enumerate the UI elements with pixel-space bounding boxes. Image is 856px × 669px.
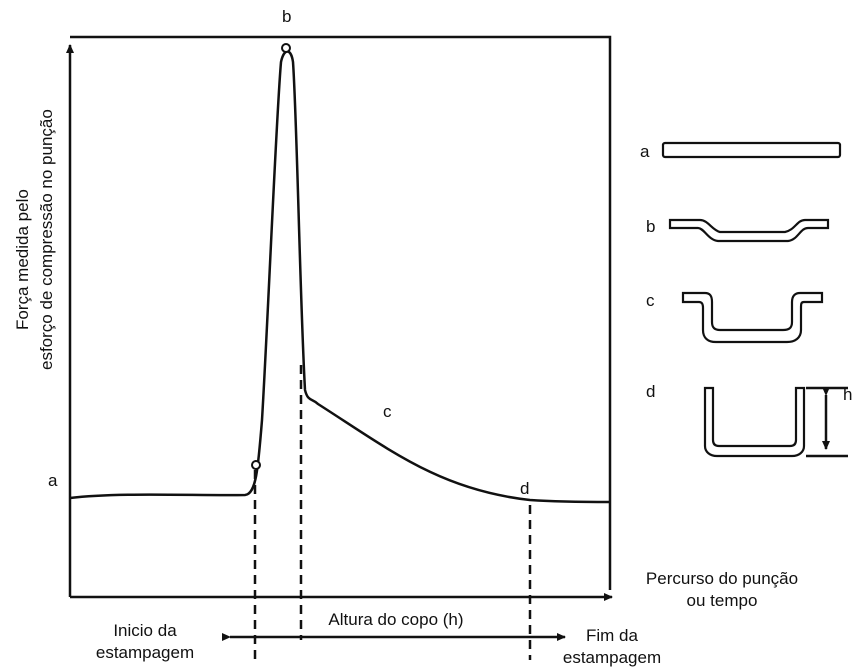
curve-label: c bbox=[383, 402, 392, 421]
dimension-label: h bbox=[843, 385, 852, 404]
stage-label: c bbox=[646, 291, 655, 310]
end-label: estampagem bbox=[563, 648, 661, 667]
frame bbox=[70, 35, 612, 590]
stage-label: d bbox=[646, 382, 655, 401]
curve-label: b bbox=[282, 7, 291, 26]
y-axis-label: Força medida pelo esforço de compressão … bbox=[13, 109, 56, 370]
stage-shape bbox=[661, 141, 842, 159]
stage-shape bbox=[681, 291, 824, 344]
start-label: Inicio da bbox=[113, 621, 177, 640]
force-curve bbox=[69, 50, 611, 504]
curve-label: d bbox=[520, 479, 529, 498]
y-axis-label-line: esforço de compressão no punção bbox=[37, 109, 56, 370]
stage-shape bbox=[703, 386, 806, 458]
height-label: Altura do copo (h) bbox=[328, 610, 463, 629]
curve-label: a bbox=[48, 471, 58, 490]
start-point bbox=[251, 460, 261, 470]
stage-label: b bbox=[646, 217, 655, 236]
x-axis-label: ou tempo bbox=[687, 591, 758, 610]
stage-label: a bbox=[640, 142, 650, 161]
start-label: estampagem bbox=[96, 643, 194, 662]
stage-shape bbox=[668, 218, 830, 243]
peak-point bbox=[281, 43, 291, 53]
x-axis-label: Percurso do punção bbox=[646, 569, 798, 588]
y-axis-label-line: Força medida pelo bbox=[13, 189, 32, 330]
end-label: Fim da bbox=[586, 626, 639, 645]
